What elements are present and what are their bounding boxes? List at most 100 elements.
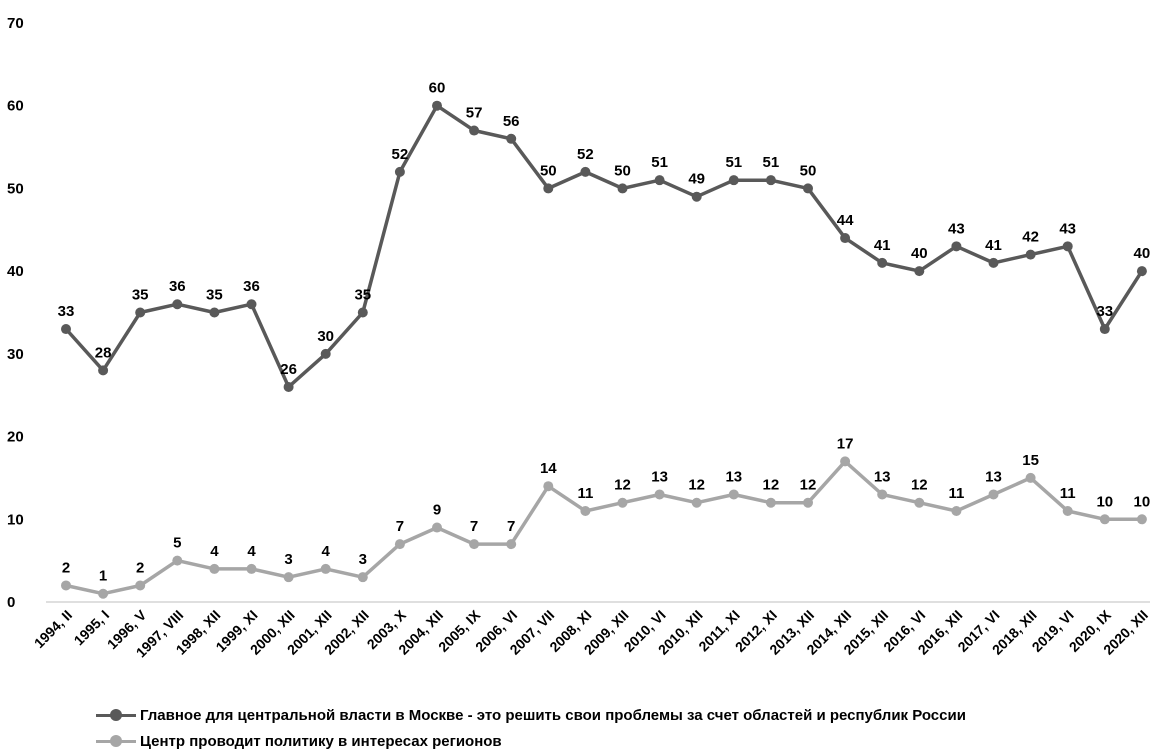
data-point-series-2 [98, 588, 109, 599]
data-label-series-2: 7 [507, 518, 515, 535]
legend: Главное для центральной власти в Москве … [96, 702, 966, 754]
data-label-series-2: 13 [874, 468, 891, 485]
y-tick-label: 0 [7, 594, 15, 611]
y-tick-label: 60 [7, 98, 24, 115]
y-tick-label: 40 [7, 263, 24, 280]
data-point-series-1 [209, 307, 220, 318]
data-label-series-2: 10 [1134, 493, 1150, 510]
data-label-series-1: 52 [392, 146, 409, 163]
data-label-series-1: 30 [317, 328, 334, 345]
data-label-series-2: 13 [985, 468, 1002, 485]
data-point-series-1 [543, 183, 554, 194]
data-point-series-2 [469, 539, 480, 550]
data-label-series-1: 56 [503, 113, 520, 130]
y-tick-label: 50 [7, 180, 24, 197]
data-point-series-2 [951, 506, 962, 517]
data-label-series-1: 42 [1022, 229, 1039, 246]
data-point-series-1 [320, 348, 331, 359]
data-point-series-2 [320, 563, 331, 574]
data-point-series-1 [803, 183, 813, 194]
data-label-series-2: 15 [1022, 452, 1039, 469]
data-point-series-2 [988, 489, 999, 500]
legend-item-series-1: Главное для центральной власти в Москве … [96, 702, 966, 728]
y-tick-label: 70 [7, 15, 24, 32]
data-label-series-2: 12 [911, 477, 928, 494]
data-label-series-1: 33 [58, 303, 75, 320]
data-point-series-1 [469, 125, 480, 136]
data-point-series-2 [728, 489, 739, 500]
data-label-series-2: 12 [800, 477, 817, 494]
legend-label-series-1: Главное для центральной власти в Москве … [140, 706, 966, 724]
data-label-series-1: 44 [837, 212, 854, 229]
data-label-series-1: 51 [763, 154, 780, 171]
data-point-series-1 [580, 166, 591, 177]
data-label-series-2: 7 [396, 518, 404, 535]
data-label-series-1: 28 [95, 344, 112, 361]
y-tick-label: 30 [7, 346, 24, 363]
x-tick-label: 1994, II [31, 607, 75, 651]
data-label-series-2: 5 [173, 535, 181, 552]
data-point-series-2 [840, 456, 851, 467]
series-line-1 [64, 103, 1144, 389]
data-point-series-2 [172, 555, 183, 566]
data-point-series-2 [914, 497, 925, 508]
data-point-series-1 [172, 299, 183, 310]
data-label-series-1: 35 [132, 287, 149, 304]
y-tick-label: 10 [7, 511, 24, 528]
data-label-series-2: 4 [322, 543, 331, 560]
data-point-series-2 [617, 497, 628, 508]
data-point-series-1 [840, 233, 851, 244]
data-label-series-1: 33 [1096, 303, 1113, 320]
data-label-series-1: 50 [540, 162, 557, 179]
data-label-series-2: 7 [470, 518, 478, 535]
data-point-series-2 [506, 539, 517, 550]
data-point-series-1 [246, 299, 257, 310]
data-point-series-2 [357, 572, 368, 583]
data-point-series-1 [877, 257, 888, 268]
data-label-series-2: 13 [651, 468, 668, 485]
data-label-series-1: 52 [577, 146, 594, 163]
data-point-series-1 [61, 324, 71, 335]
data-point-series-1 [1062, 241, 1073, 252]
data-point-series-2 [580, 506, 591, 517]
data-label-series-2: 14 [540, 460, 557, 477]
data-point-series-2 [1062, 506, 1073, 517]
data-label-series-2: 12 [688, 477, 705, 494]
data-point-series-2 [1136, 514, 1147, 525]
data-label-series-2: 4 [247, 543, 256, 560]
data-point-series-2 [1025, 472, 1036, 483]
data-point-series-2 [543, 481, 554, 492]
data-point-series-2 [209, 563, 220, 574]
data-label-series-1: 40 [1134, 245, 1150, 262]
data-point-series-2 [432, 522, 442, 533]
data-label-series-2: 11 [948, 485, 964, 502]
data-label-series-2: 4 [210, 543, 219, 560]
data-label-series-1: 43 [948, 220, 965, 237]
data-label-series-1: 35 [206, 287, 223, 304]
data-point-series-2 [61, 580, 71, 591]
data-label-series-1: 51 [725, 154, 742, 171]
data-point-series-1 [951, 241, 962, 252]
data-label-series-1: 40 [911, 245, 928, 262]
data-label-series-2: 10 [1096, 493, 1113, 510]
series-line-2 [65, 459, 1142, 596]
data-point-series-1 [914, 266, 925, 277]
data-point-series-1 [432, 100, 442, 111]
data-label-series-2: 12 [614, 477, 631, 494]
data-label-series-2: 3 [359, 551, 367, 568]
data-label-series-1: 50 [800, 162, 817, 179]
data-point-series-1 [1136, 266, 1147, 277]
data-label-series-2: 2 [136, 559, 144, 576]
data-label-series-1: 51 [651, 154, 668, 171]
data-point-series-2 [765, 497, 776, 508]
legend-item-series-2: Центр проводит политику в интересах реги… [96, 728, 966, 754]
data-label-series-2: 17 [837, 435, 854, 452]
legend-label-series-2: Центр проводит политику в интересах реги… [140, 732, 502, 750]
data-label-series-1: 43 [1059, 220, 1076, 237]
data-point-series-2 [803, 497, 813, 508]
data-label-series-1: 57 [466, 105, 483, 122]
data-point-series-1 [1099, 324, 1110, 335]
data-point-series-2 [877, 489, 888, 500]
